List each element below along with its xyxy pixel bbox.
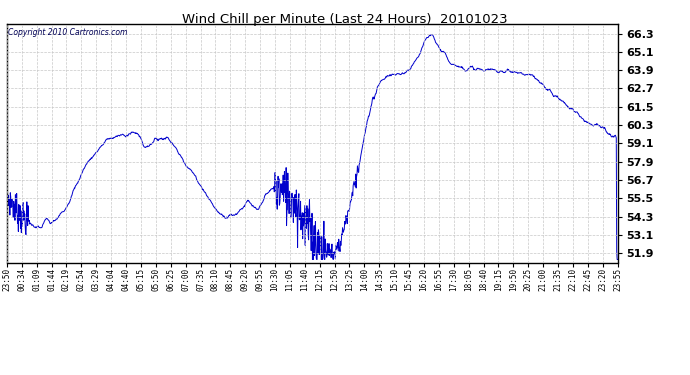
Text: Wind Chill per Minute (Last 24 Hours)  20101023: Wind Chill per Minute (Last 24 Hours) 20… <box>182 13 508 26</box>
Text: Copyright 2010 Cartronics.com: Copyright 2010 Cartronics.com <box>8 28 128 37</box>
